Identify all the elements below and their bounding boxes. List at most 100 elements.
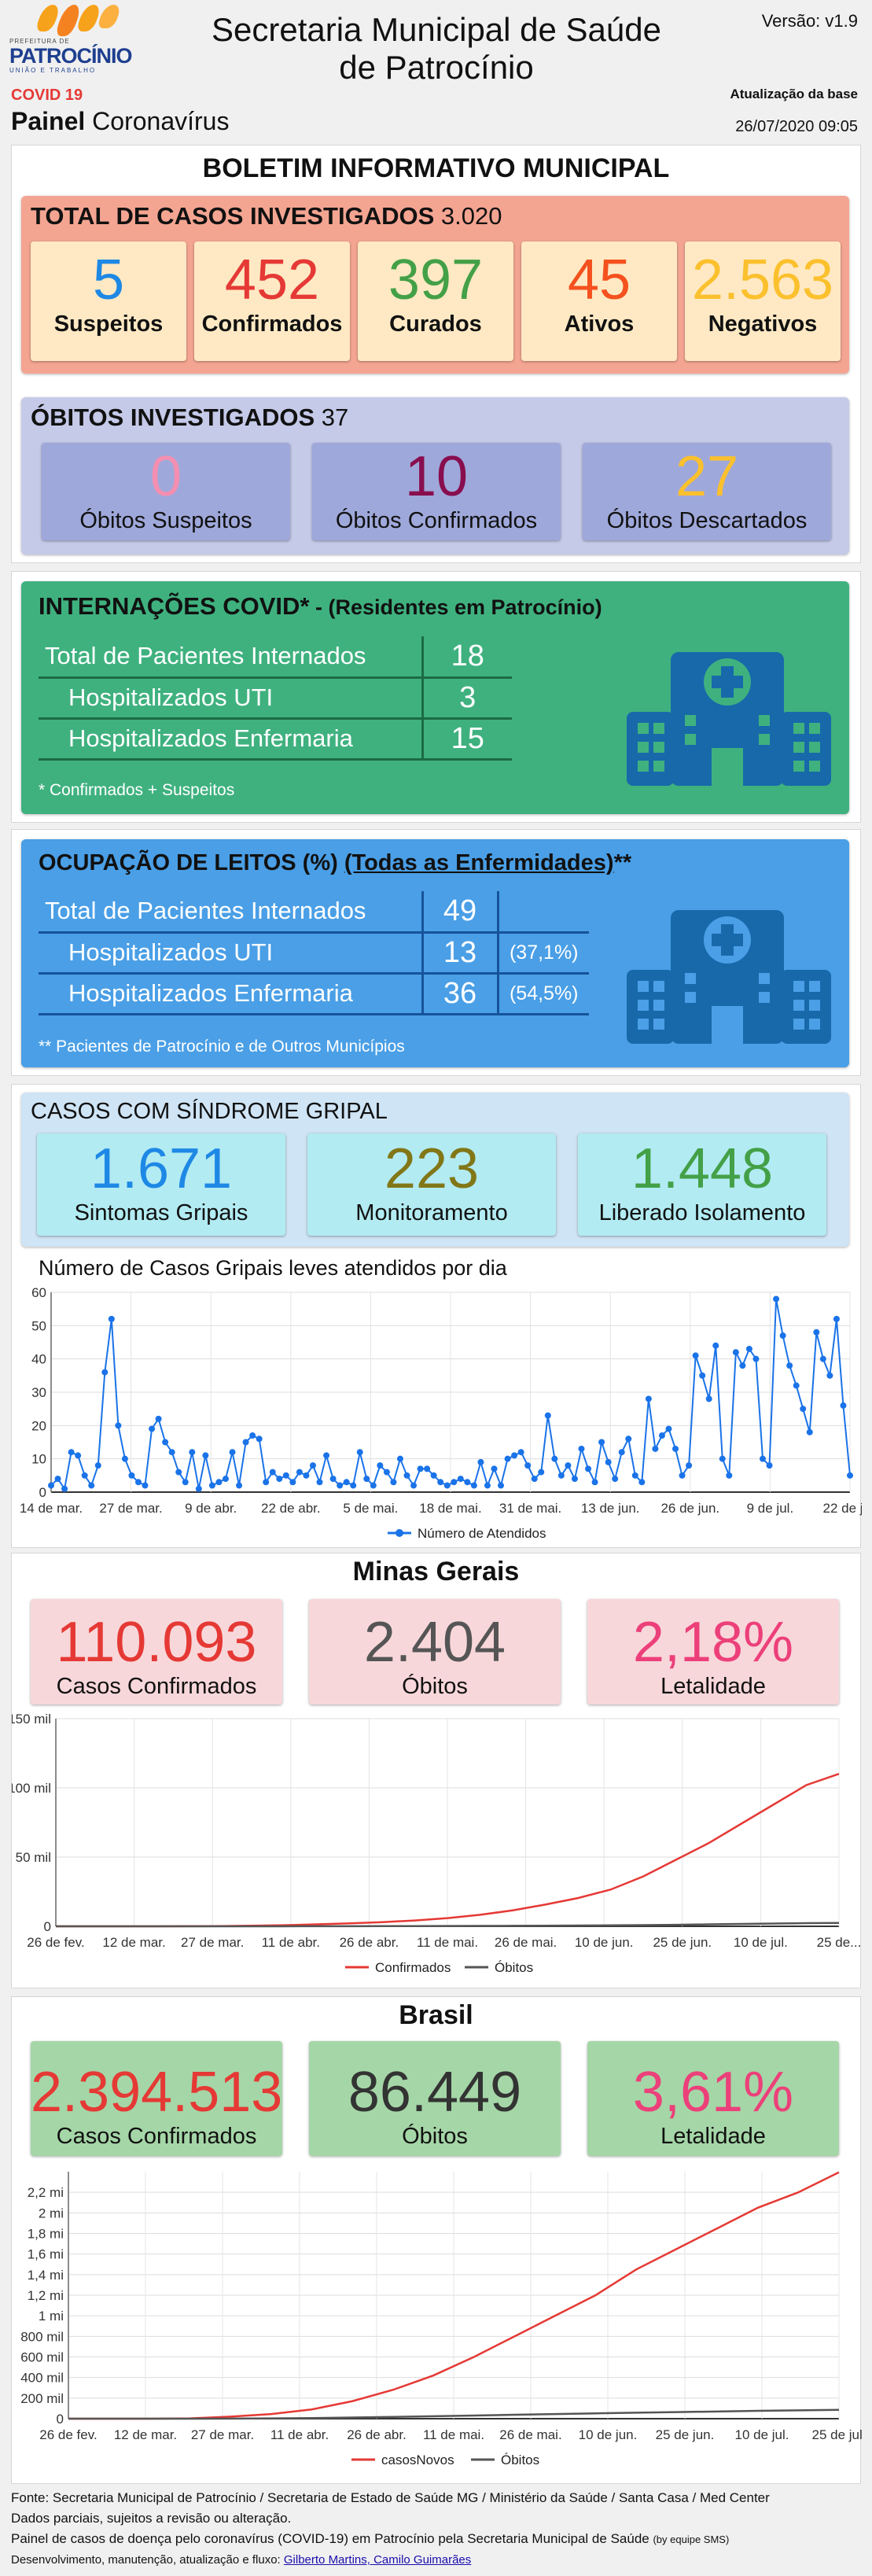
- data-point: [470, 1482, 477, 1489]
- data-point: [417, 1465, 424, 1472]
- stat-value: 1.448: [631, 1137, 774, 1200]
- hospital-icon: [627, 652, 831, 786]
- y-tick-label: 40: [31, 1352, 46, 1367]
- stat-label: Confirmados: [201, 311, 343, 337]
- row-label: Total de Pacientes Internados: [39, 636, 424, 679]
- table-row: Total de Pacientes Internados 18: [39, 636, 512, 679]
- data-point: [356, 1449, 363, 1456]
- obitos-heading: ÓBITOS INVESTIGADOS 37: [31, 404, 349, 431]
- data-point: [215, 1479, 223, 1486]
- data-point: [403, 1472, 410, 1479]
- stat-card: 10 Óbitos Confirmados: [312, 443, 561, 540]
- data-point: [779, 1332, 786, 1340]
- data-point: [679, 1472, 686, 1479]
- stat-card: 3,61% Letalidade: [587, 2041, 839, 2156]
- casos-heading: TOTAL DE CASOS INVESTIGADOS 3.020: [31, 202, 502, 230]
- data-point: [726, 1472, 733, 1479]
- data-point: [847, 1472, 853, 1479]
- row-label: Hospitalizados Enfermaria: [39, 973, 424, 1015]
- y-tick-label: 0: [57, 2412, 64, 2427]
- stat-label: Óbitos Descartados: [606, 508, 808, 533]
- stat-card: 397 Curados: [358, 241, 513, 361]
- stat-value: 3,61%: [632, 2061, 794, 2124]
- data-point: [598, 1439, 605, 1446]
- mg-title: Minas Gerais: [352, 1557, 520, 1587]
- data-point: [54, 1476, 61, 1483]
- footer-credits: Desenvolvimento, manutenção, atualização…: [11, 2553, 472, 2567]
- logo-small-text: PREFEITURA DE: [9, 38, 70, 45]
- y-tick-label: 800 mil: [20, 2329, 64, 2344]
- data-point: [591, 1479, 598, 1486]
- x-tick-label: 13 de jun.: [581, 1501, 640, 1516]
- data-point: [699, 1372, 706, 1379]
- br-chart: 0 200 mil 400 mil 600 mil 800 mil 1 mi 1,2 mi 1…: [20, 2171, 862, 2467]
- data-point: [256, 1435, 263, 1443]
- x-tick-label: 26 de mai.: [499, 2427, 561, 2442]
- x-tick-label: 12 de mar.: [102, 1935, 165, 1950]
- credits-link[interactable]: Gilberto Martins, Camilo Guimarães: [283, 2553, 472, 2567]
- stat-value: 2,18%: [632, 1611, 794, 1674]
- y-tick-label: 200 mil: [20, 2391, 64, 2406]
- stat-value: 86.449: [348, 2061, 522, 2124]
- stat-value: 452: [224, 249, 320, 311]
- data-point: [108, 1315, 115, 1322]
- data-point: [819, 1355, 826, 1362]
- row-percent: (54,5%): [498, 973, 589, 1015]
- data-point: [329, 1476, 337, 1483]
- stat-value: 27: [675, 445, 739, 508]
- y-tick-label: 2,2 mi: [28, 2185, 64, 2200]
- data-point: [491, 1465, 498, 1472]
- x-tick-label: 26 de fev.: [27, 1935, 84, 1950]
- stat-label: Óbitos Confirmados: [335, 508, 538, 533]
- data-point: [732, 1349, 739, 1356]
- data-point: [249, 1432, 256, 1439]
- data-point: [316, 1479, 323, 1486]
- row-label: Hospitalizados Enfermaria: [39, 718, 424, 761]
- data-point: [282, 1472, 289, 1479]
- row-label: Total de Pacientes Internados: [39, 891, 424, 934]
- data-point: [182, 1479, 189, 1486]
- x-tick-label: 27 de mar.: [181, 1935, 244, 1950]
- y-tick-label: 0: [44, 1919, 51, 1934]
- stat-label: Letalidade: [660, 1674, 766, 1699]
- data-point: [175, 1469, 182, 1476]
- data-point: [142, 1482, 149, 1489]
- data-point: [337, 1482, 344, 1489]
- x-tick-label: 26 de abr.: [347, 2427, 407, 2442]
- covid-label: COVID 19: [11, 87, 83, 104]
- x-tick-label: 25 de jun.: [656, 2427, 715, 2442]
- obitos-section: ÓBITOS INVESTIGADOS 37 0 Óbitos Suspeitos…: [21, 397, 849, 555]
- data-point: [115, 1422, 122, 1429]
- legend-label: Óbitos: [501, 2453, 539, 2467]
- update-label: Atualização da base: [730, 87, 858, 101]
- ocupacao-table: Total de Pacientes Internados 49 Hospital…: [39, 891, 589, 1015]
- stat-label: Óbitos: [402, 1674, 468, 1699]
- stat-card: 2.394.513 Casos Confirmados: [31, 2041, 282, 2156]
- x-tick-label: 9 de abr.: [185, 1501, 237, 1516]
- data-point: [75, 1452, 82, 1459]
- data-point: [544, 1412, 551, 1419]
- x-tick-label: 11 de mai.: [423, 2427, 484, 2442]
- ocupacao-title: OCUPAÇÃO DE LEITOS (%) (Todas as Enfermi…: [39, 850, 632, 875]
- stat-card: 5 Suspeitos: [31, 241, 186, 361]
- x-tick-label: 11 de abr.: [270, 2427, 329, 2442]
- boletim-title: BOLETIM INFORMATIVO MUNICIPAL: [202, 153, 670, 183]
- stat-card: 27 Óbitos Descartados: [583, 443, 831, 540]
- data-point: [719, 1455, 726, 1462]
- data-point: [222, 1476, 229, 1483]
- stat-label: Casos Confirmados: [56, 2124, 257, 2149]
- x-tick-label: 14 de mar.: [20, 1501, 83, 1516]
- stat-card: 452 Confirmados: [194, 241, 350, 361]
- x-tick-label: 10 de jul.: [734, 1935, 788, 1950]
- data-point: [833, 1315, 840, 1322]
- y-tick-label: 50 mil: [16, 1850, 51, 1865]
- stat-value: 2.394.513: [31, 2061, 283, 2124]
- data-point: [443, 1482, 451, 1489]
- stat-value: 2.563: [691, 249, 834, 311]
- x-tick-label: 18 de mai.: [419, 1501, 481, 1516]
- stat-value: 2.404: [363, 1611, 506, 1674]
- data-point: [752, 1355, 760, 1362]
- row-value: 49: [422, 891, 499, 934]
- data-point: [128, 1472, 135, 1479]
- ocupacao-section: OCUPAÇÃO DE LEITOS (%) (Todas as Enfermi…: [21, 839, 849, 1067]
